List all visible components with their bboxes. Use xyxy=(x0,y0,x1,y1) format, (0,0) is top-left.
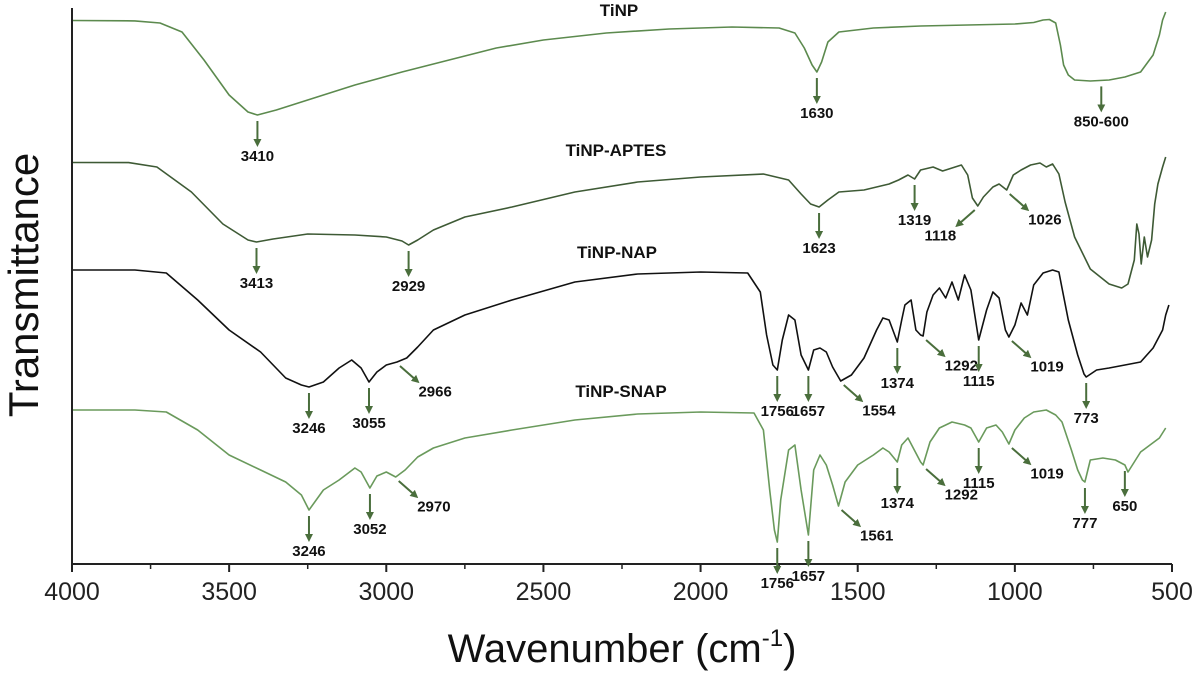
series-line-2 xyxy=(72,269,1170,388)
peak-label-27: 1292 xyxy=(945,486,978,503)
peak-arrow-27 xyxy=(925,468,946,487)
peak-arrow-22 xyxy=(398,480,419,499)
x-tick-label-0: 4000 xyxy=(44,578,100,606)
series-label-1: TiNP-APTES xyxy=(566,141,667,160)
peak-arrow-25 xyxy=(840,509,862,528)
series-label-3: TiNP-SNAP xyxy=(575,382,666,401)
axes xyxy=(71,8,1172,565)
peak-label-17: 1115 xyxy=(963,373,995,390)
x-axis-title-close: ) xyxy=(783,627,796,671)
x-tick-label-6: 1000 xyxy=(987,578,1043,606)
x-tick-label-1: 3500 xyxy=(201,578,257,606)
peak-label-29: 1019 xyxy=(1030,465,1063,482)
peak-label-23: 1756 xyxy=(761,575,794,592)
peak-label-5: 1623 xyxy=(802,240,835,257)
series-label-0: TiNP xyxy=(600,1,638,20)
peak-label-0: 3410 xyxy=(241,148,274,165)
peak-label-11: 2966 xyxy=(418,383,451,400)
peak-label-25: 1561 xyxy=(860,527,893,544)
x-tick-label-5: 1500 xyxy=(830,578,886,606)
peak-arrow-18 xyxy=(1011,340,1032,359)
peak-label-16: 1292 xyxy=(945,357,978,374)
peak-arrow-16 xyxy=(925,339,946,358)
peak-label-28: 1115 xyxy=(963,475,995,492)
peak-arrow-8 xyxy=(1009,193,1030,212)
peak-label-22: 2970 xyxy=(417,498,450,515)
peak-label-24: 1657 xyxy=(792,568,825,585)
peak-label-30: 777 xyxy=(1072,515,1097,532)
peak-label-21: 3052 xyxy=(353,521,386,538)
x-axis-title-superscript: -1 xyxy=(762,625,783,652)
plot-area: TiNP TiNP-APTES TiNP-NAP TiNP-SNAP xyxy=(71,1,1170,543)
peak-label-31: 650 xyxy=(1112,498,1137,515)
x-tick-label-4: 2000 xyxy=(673,578,729,606)
peak-label-13: 1657 xyxy=(792,403,825,420)
peak-label-9: 3246 xyxy=(292,420,325,437)
series-line-1 xyxy=(71,156,1167,289)
peak-label-10: 3055 xyxy=(352,415,385,432)
peak-label-26: 1374 xyxy=(881,495,915,512)
x-axis-title: Wavenumber (cm-1) xyxy=(448,625,797,671)
x-tick-label-7: 500 xyxy=(1151,578,1193,606)
peak-label-15: 1374 xyxy=(881,375,915,392)
peak-label-14: 1554 xyxy=(862,402,896,419)
y-axis-title: Transmittance xyxy=(0,153,47,418)
peak-label-7: 1118 xyxy=(925,227,957,244)
series-line-3 xyxy=(72,409,1167,543)
x-tick-label-3: 2500 xyxy=(516,578,572,606)
peak-arrow-11 xyxy=(399,365,420,384)
x-tick-label-2: 3000 xyxy=(358,578,414,606)
peak-arrow-14 xyxy=(843,384,864,403)
peak-label-2: 850-600 xyxy=(1074,113,1129,130)
peak-label-20: 3246 xyxy=(292,543,325,560)
x-ticks: 4000 3500 3000 2500 2000 1500 1000 500 xyxy=(44,564,1193,606)
peak-label-3: 3413 xyxy=(240,275,273,292)
peak-label-6: 1319 xyxy=(898,212,931,229)
peak-label-18: 1019 xyxy=(1030,358,1063,375)
peak-label-1: 1630 xyxy=(800,105,833,122)
peak-label-19: 773 xyxy=(1074,410,1099,427)
peak-label-8: 1026 xyxy=(1028,211,1061,228)
peak-label-4: 2929 xyxy=(392,278,425,295)
series-line-0 xyxy=(71,11,1167,116)
peak-arrow-7 xyxy=(955,209,976,228)
series-label-2: TiNP-NAP xyxy=(577,243,657,262)
peak-arrow-29 xyxy=(1011,447,1032,466)
peak-label-12: 1756 xyxy=(761,403,794,420)
